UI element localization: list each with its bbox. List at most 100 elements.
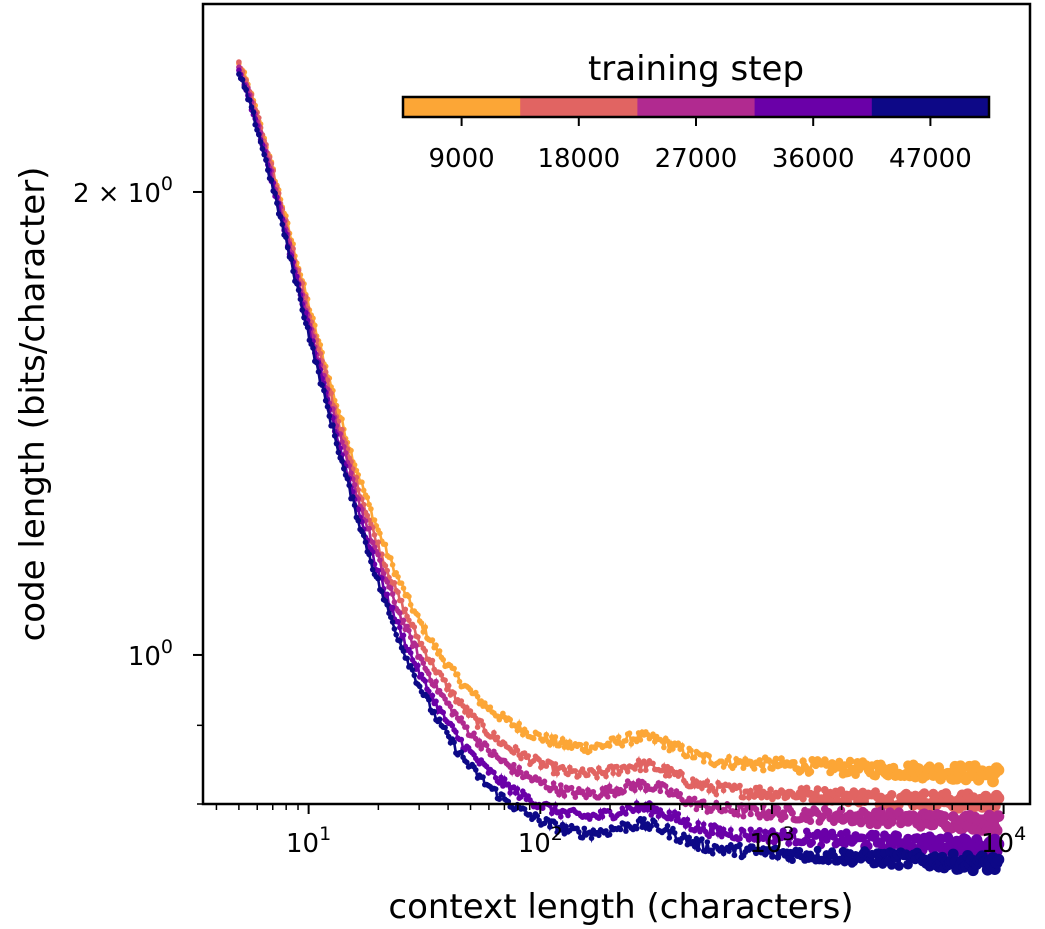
data-point (505, 781, 512, 787)
data-point (845, 756, 855, 766)
data-point (644, 807, 651, 813)
data-point (765, 757, 773, 764)
data-point (339, 458, 345, 464)
data-point (938, 811, 950, 822)
data-point (675, 811, 682, 817)
data-point (688, 747, 694, 754)
data-point (246, 97, 253, 103)
data-point (389, 619, 396, 625)
data-point (433, 698, 439, 705)
data-point (426, 697, 432, 703)
data-point (695, 820, 701, 826)
data-point (894, 861, 904, 871)
data-point (727, 827, 734, 833)
data-point (648, 812, 654, 818)
data-point (322, 397, 329, 404)
data-point (395, 618, 401, 625)
data-point (272, 190, 278, 196)
data-point (666, 809, 673, 815)
data-point (637, 737, 644, 743)
data-point (992, 810, 1005, 823)
data-point (433, 642, 439, 648)
data-point (255, 131, 262, 138)
data-point (362, 539, 369, 545)
data-point (453, 710, 459, 717)
data-point (471, 730, 477, 737)
data-point (785, 839, 793, 847)
colorbar-tick-label: 47000 (889, 144, 972, 174)
data-point (507, 716, 513, 723)
data-point (239, 76, 246, 83)
data-point (420, 629, 427, 635)
data-point (391, 599, 398, 605)
data-point (599, 813, 606, 820)
data-point (769, 853, 776, 860)
data-point (297, 296, 304, 303)
data-point (355, 517, 362, 524)
data-point (377, 530, 383, 537)
data-point (462, 709, 468, 715)
data-point (572, 768, 579, 774)
data-point (756, 784, 763, 791)
data-point (379, 588, 385, 595)
data-point (704, 778, 711, 784)
data-point (483, 742, 490, 749)
data-point (494, 734, 501, 741)
data-point (415, 612, 421, 618)
data-point (662, 783, 669, 789)
plot-frame (201, 2, 1032, 806)
data-point (451, 690, 457, 696)
data-point (624, 768, 631, 775)
data-point (464, 724, 470, 730)
data-point (413, 642, 419, 649)
data-point (326, 413, 333, 419)
data-point (601, 790, 607, 797)
data-point (735, 812, 741, 818)
data-point (677, 791, 683, 797)
data-point (621, 788, 627, 795)
data-point (397, 624, 403, 631)
data-point (464, 704, 470, 711)
data-point (310, 345, 316, 351)
data-point (335, 449, 342, 456)
y-tick-label: 2 × 100 (73, 173, 173, 209)
data-point (440, 709, 447, 716)
data-point (290, 268, 296, 275)
data-point (458, 736, 465, 743)
data-point (614, 763, 620, 770)
data-point (552, 761, 559, 767)
data-point (447, 703, 454, 710)
data-point (671, 830, 678, 836)
data-point (321, 387, 327, 394)
data-point (596, 832, 602, 839)
data-point (411, 672, 418, 679)
data-point (606, 783, 613, 789)
data-point (254, 127, 260, 133)
data-point (346, 482, 353, 489)
data-point (483, 763, 490, 770)
data-point (837, 806, 846, 815)
data-point (366, 551, 372, 558)
data-point (375, 575, 381, 582)
data-point (583, 741, 589, 747)
data-point (411, 624, 418, 630)
data-point (369, 566, 376, 573)
data-point (491, 769, 497, 776)
data-point (375, 567, 381, 574)
colorbar-title: training step (588, 49, 804, 89)
data-point (395, 589, 401, 595)
data-point (355, 506, 362, 513)
data-point (769, 765, 776, 772)
data-point (919, 788, 930, 799)
data-point (333, 440, 340, 447)
data-point (331, 433, 338, 439)
data-point (659, 767, 665, 774)
data-point (679, 770, 685, 777)
data-point (364, 512, 371, 519)
x-tick-label: 102 (518, 823, 563, 859)
data-point (788, 809, 796, 817)
x-axis-label: context length (characters) (388, 887, 853, 927)
data-point (397, 638, 403, 644)
data-point (795, 847, 804, 855)
data-point (824, 807, 833, 816)
